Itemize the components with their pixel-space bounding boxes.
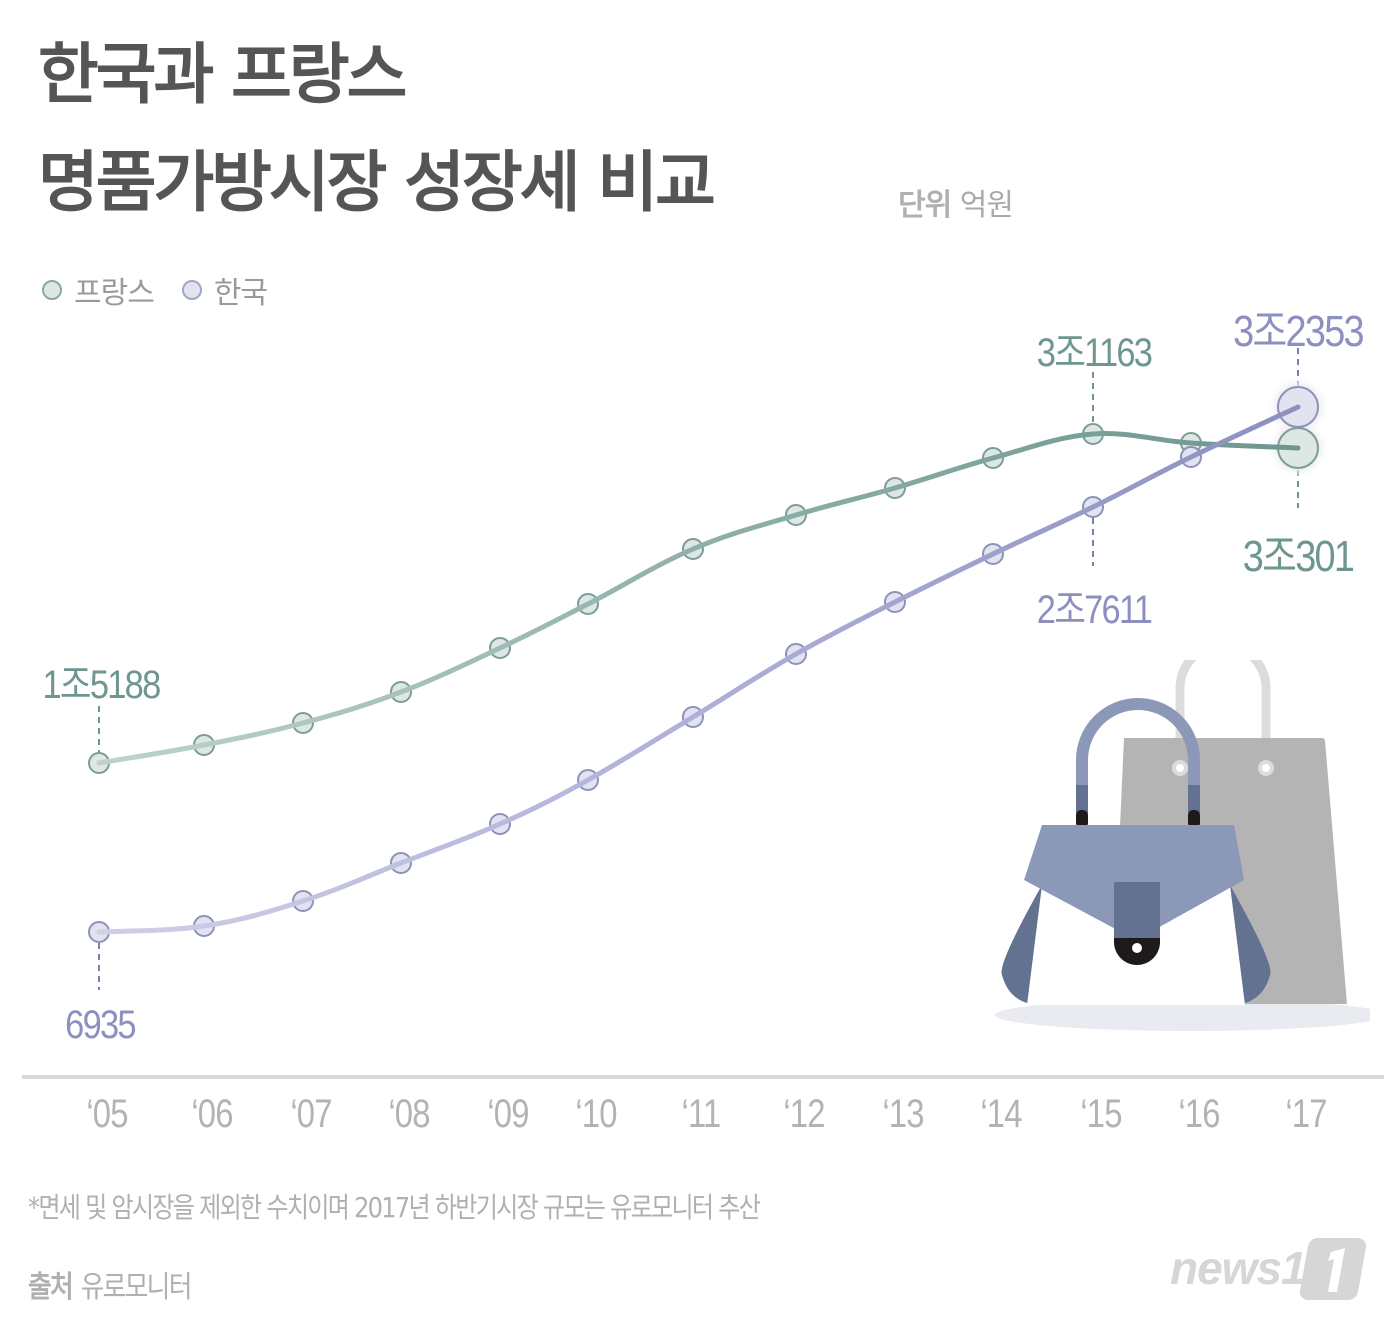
source-value: 유로모니터 <box>80 1270 193 1305</box>
handbag-illustration-icon <box>995 660 1370 1031</box>
legend-dot-icon <box>42 280 62 300</box>
title-line-2: 명품가방시장 성장세 비교 <box>38 144 716 221</box>
label-korea-2005: 6935 <box>65 1003 136 1047</box>
korea-line <box>96 404 1301 935</box>
x-tick-label: ‘06 <box>191 1092 233 1136</box>
x-tick-label: ‘14 <box>980 1092 1022 1136</box>
news1-logo-icon: news1 <box>1170 1237 1367 1301</box>
x-tick-label: ‘17 <box>1285 1092 1327 1136</box>
label-korea-2015: 2조7611 <box>1036 588 1153 632</box>
x-tick-label: ‘09 <box>487 1092 529 1136</box>
x-tick-label: ‘13 <box>882 1092 924 1136</box>
label-france-2017: 3조301 <box>1242 532 1355 581</box>
x-tick-label: ‘15 <box>1080 1092 1122 1136</box>
france-line <box>96 431 1301 766</box>
x-tick-label: ‘11 <box>681 1092 722 1136</box>
legend-label: 프랑스 <box>74 276 155 311</box>
legend: 프랑스 한국 <box>42 268 283 312</box>
legend-dot-icon <box>181 280 202 300</box>
source-label: 출처 <box>28 1270 74 1305</box>
x-tick-label: ‘12 <box>783 1092 825 1136</box>
x-tick-label: ‘10 <box>575 1092 617 1136</box>
x-tick-label: ‘08 <box>388 1092 430 1136</box>
legend-item-korea: 한국 <box>181 268 268 312</box>
legend-label: 한국 <box>213 276 268 311</box>
source-line: 출처 유로모니터 <box>28 1262 193 1306</box>
footnote: *면세 및 암시장을 제외한 수치이며 2017년 하반기시장 규모는 유로모니… <box>28 1191 761 1224</box>
label-france-2005: 1조5188 <box>42 663 162 707</box>
x-tick-label: ‘05 <box>86 1092 128 1136</box>
unit-note: 단위 억원 <box>898 180 1014 224</box>
x-axis-line <box>22 1075 1384 1079</box>
label-france-2015: 3조1163 <box>1036 331 1153 375</box>
unit-value: 억원 <box>959 188 1014 223</box>
logo-text: news1 <box>1170 1242 1306 1294</box>
x-tick-label: ‘16 <box>1178 1092 1220 1136</box>
unit-label: 단위 <box>898 188 952 223</box>
title-line-1: 한국과 프랑스 <box>38 36 407 113</box>
label-korea-2017: 3조2353 <box>1233 307 1364 356</box>
x-tick-label: ‘07 <box>290 1092 332 1136</box>
legend-item-france: 프랑스 <box>42 268 155 312</box>
